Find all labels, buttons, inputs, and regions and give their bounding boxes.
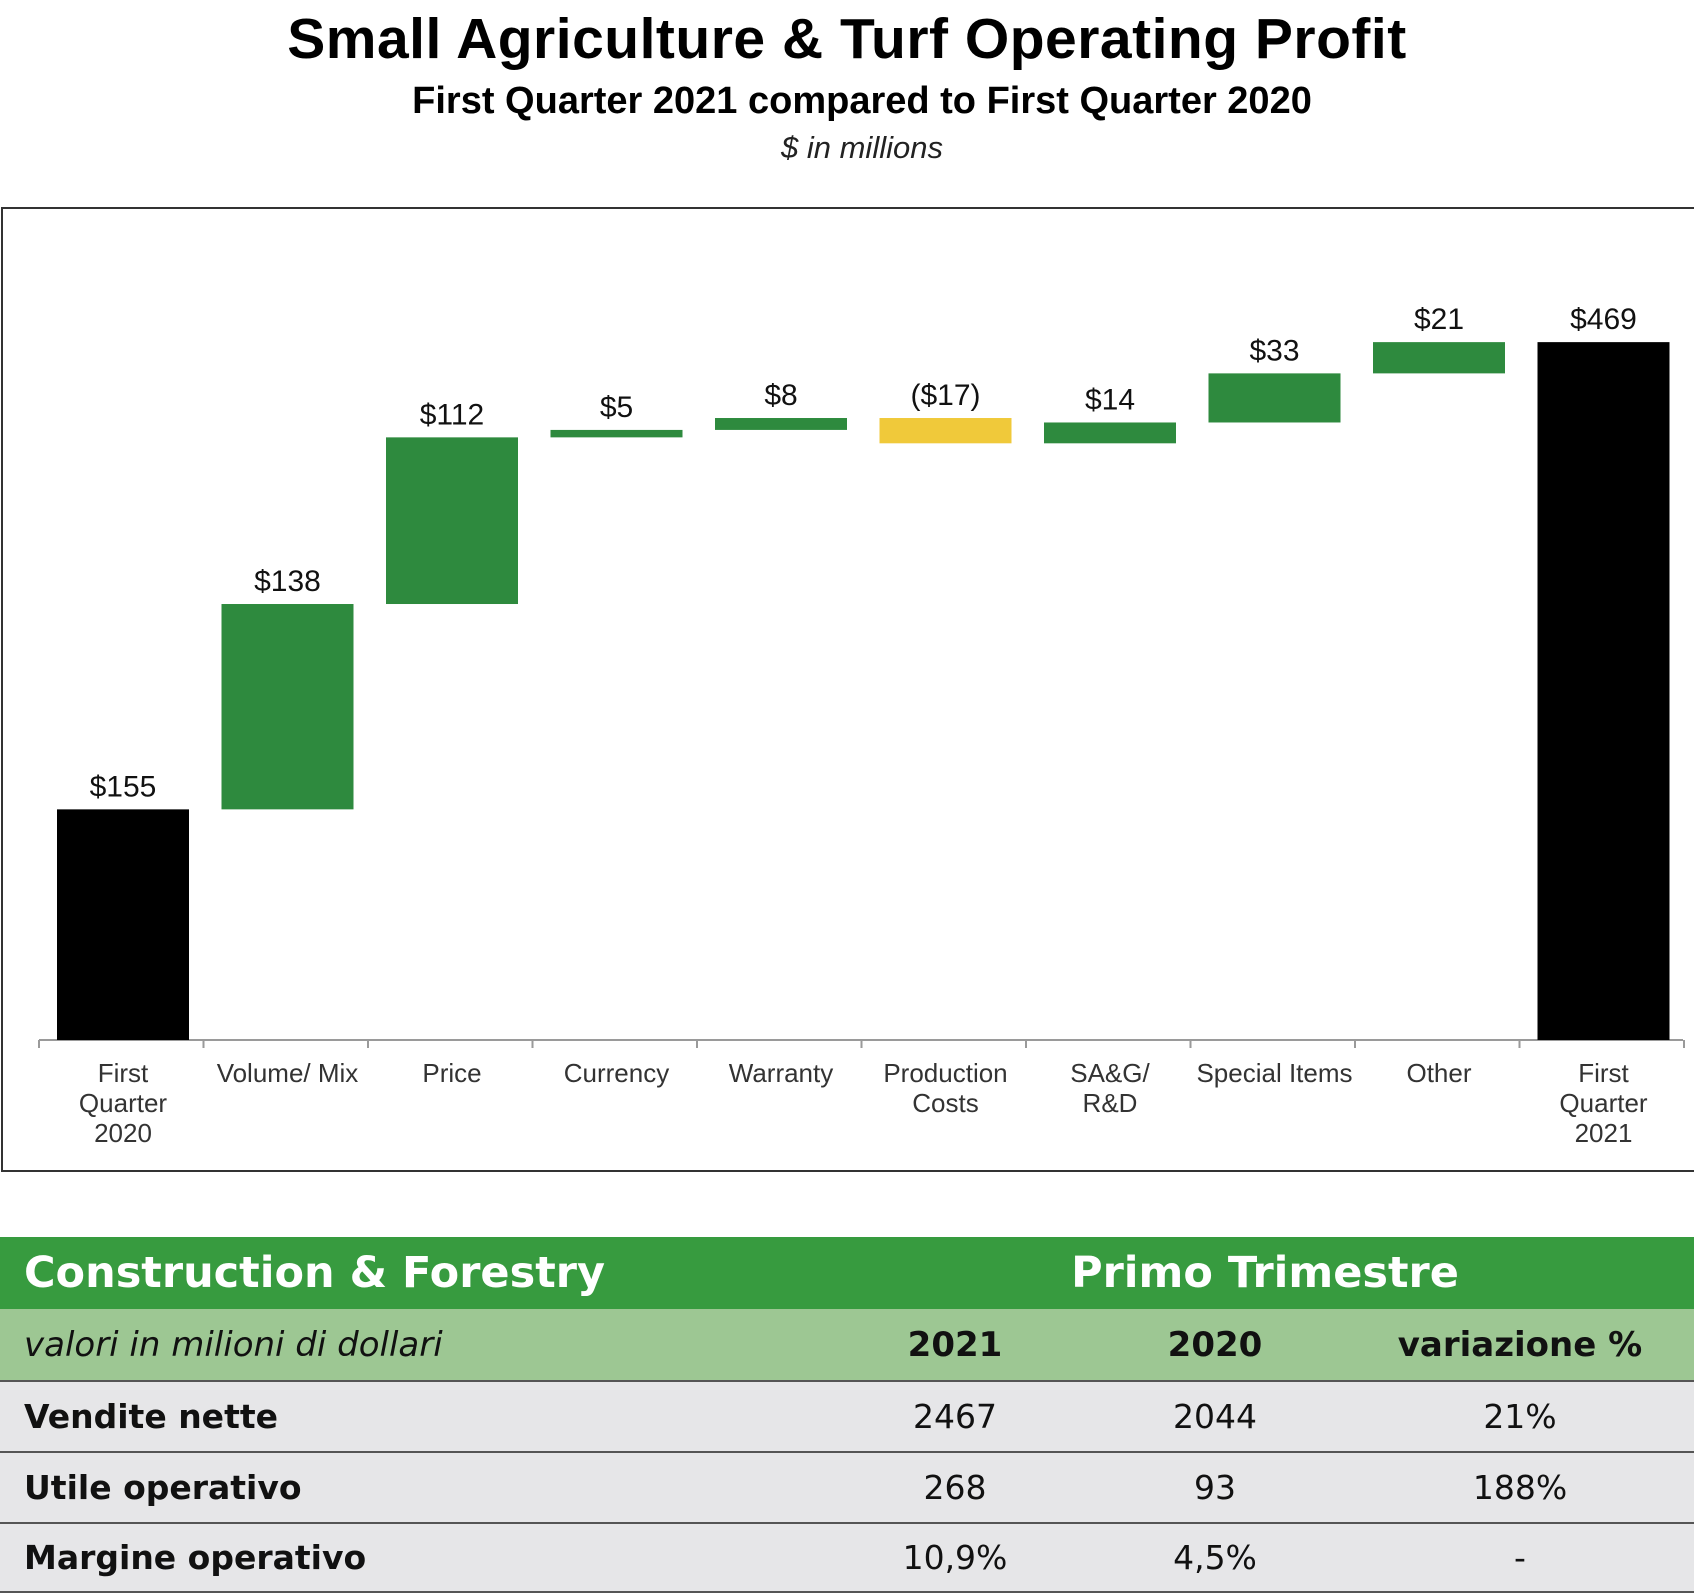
tick-label: Costs bbox=[912, 1088, 978, 1118]
bar-9 bbox=[1537, 342, 1670, 1040]
table-row: Margine operativo 10,9% 4,5% - bbox=[0, 1522, 1694, 1593]
chart-unit-note: $ in millions bbox=[781, 130, 943, 165]
tick-label: 2021 bbox=[1575, 1118, 1633, 1148]
segment-name: Construction & Forestry bbox=[24, 1248, 605, 1298]
table-header-row: Construction & Forestry Primo Trimestre bbox=[0, 1237, 1694, 1309]
tick-label: Special Items bbox=[1196, 1058, 1352, 1088]
cell-change: - bbox=[1514, 1538, 1526, 1577]
tick-label: 2020 bbox=[94, 1118, 152, 1148]
data-label: $14 bbox=[1085, 383, 1135, 416]
data-label: $469 bbox=[1570, 303, 1637, 336]
column-header-change: variazione % bbox=[1397, 1324, 1643, 1365]
bar-2 bbox=[386, 437, 518, 605]
tick-label: Other bbox=[1406, 1058, 1471, 1088]
data-label: $8 bbox=[764, 379, 797, 412]
table-row: Vendite nette 2467 2044 21% bbox=[0, 1380, 1694, 1451]
period-heading: Primo Trimestre bbox=[1071, 1248, 1459, 1298]
row-label: Vendite nette bbox=[24, 1397, 278, 1436]
column-header-2020: 2020 bbox=[1167, 1324, 1263, 1365]
chart-subtitle: First Quarter 2021 compared to First Qua… bbox=[412, 80, 1312, 122]
chart-frame: $155 First Quarter 2020 $138 Volume/ Mix $112 P… bbox=[1, 207, 1694, 1172]
data-label: $138 bbox=[254, 565, 321, 598]
cell-change: 188% bbox=[1472, 1468, 1568, 1507]
row-label: Utile operativo bbox=[24, 1468, 302, 1507]
data-label: $33 bbox=[1249, 334, 1299, 367]
cell-2020: 4,5% bbox=[1173, 1538, 1257, 1577]
tick-label: First bbox=[98, 1058, 149, 1088]
bar-0 bbox=[57, 809, 189, 1040]
data-label: $21 bbox=[1414, 303, 1464, 336]
data-label: ($17) bbox=[910, 379, 980, 412]
cell-2021: 2467 bbox=[913, 1397, 997, 1436]
bar-3 bbox=[550, 429, 683, 438]
tick-label: Warranty bbox=[729, 1058, 834, 1088]
cell-2021: 10,9% bbox=[902, 1538, 1008, 1577]
tick-label: Quarter bbox=[1559, 1088, 1647, 1118]
cell-2021: 268 bbox=[923, 1468, 987, 1507]
tick-label: R&D bbox=[1083, 1088, 1138, 1118]
tick-label: Price bbox=[422, 1058, 481, 1088]
bar-6 bbox=[1044, 422, 1176, 444]
bar-5 bbox=[879, 418, 1012, 444]
tick-label: First bbox=[1578, 1058, 1629, 1088]
tick-label: Quarter bbox=[79, 1088, 167, 1118]
data-label: $112 bbox=[420, 398, 485, 431]
column-header-2021: 2021 bbox=[907, 1324, 1003, 1365]
bar-8 bbox=[1373, 342, 1505, 374]
tick-label: Currency bbox=[564, 1058, 669, 1088]
cell-2020: 2044 bbox=[1173, 1397, 1257, 1436]
tick-label: Volume/ Mix bbox=[217, 1058, 359, 1088]
table-column-header-row: valori in milioni di dollari 2021 2020 v… bbox=[0, 1309, 1694, 1380]
row-label: Margine operativo bbox=[24, 1538, 367, 1577]
table-row: Utile operativo 268 93 188% bbox=[0, 1451, 1694, 1522]
bar-4 bbox=[715, 418, 847, 430]
data-label: $5 bbox=[600, 391, 633, 424]
bar-1 bbox=[221, 604, 354, 810]
chart-title: Small Agriculture & Turf Operating Profi… bbox=[287, 7, 1407, 71]
data-label: $155 bbox=[90, 770, 157, 803]
tick-label: Production bbox=[883, 1058, 1007, 1088]
bar-7 bbox=[1208, 373, 1341, 423]
results-table: Construction & Forestry Primo Trimestre … bbox=[0, 1237, 1694, 1593]
units-note: valori in milioni di dollari bbox=[24, 1324, 443, 1365]
cell-change: 21% bbox=[1483, 1397, 1557, 1436]
cell-2020: 93 bbox=[1194, 1468, 1236, 1507]
tick-label: SA&G/ bbox=[1070, 1058, 1150, 1088]
